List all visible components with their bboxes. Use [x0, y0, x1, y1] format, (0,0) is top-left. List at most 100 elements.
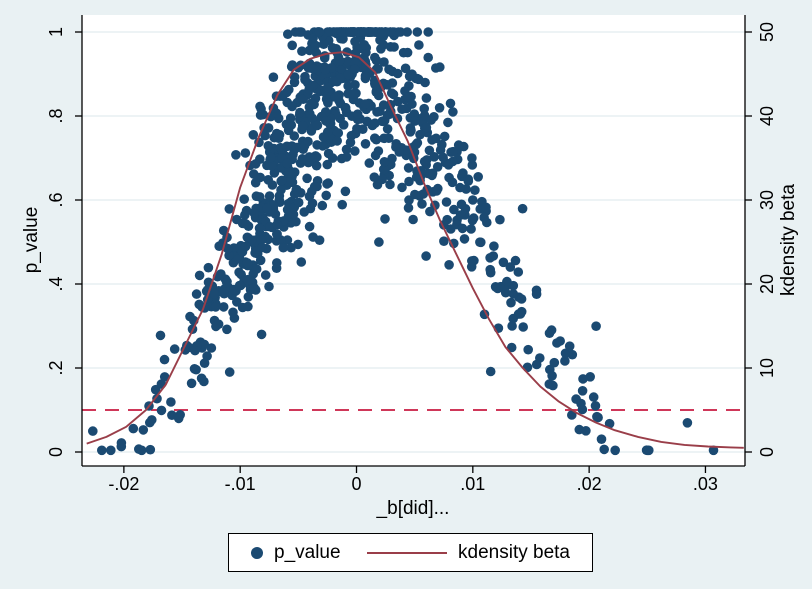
scatter-point	[375, 29, 386, 39]
scatter-point	[581, 426, 591, 436]
scatter-point	[560, 356, 570, 366]
scatter-point	[412, 27, 423, 37]
scatter-point	[249, 169, 259, 179]
scatter-point	[241, 219, 251, 229]
scatter-point	[479, 212, 489, 223]
legend-item-p-value: p_value	[251, 542, 341, 564]
scatter-point	[402, 47, 413, 58]
scatter-point	[169, 344, 180, 354]
scatter-point	[338, 120, 349, 130]
scatter-point	[359, 27, 369, 37]
scatter-point	[467, 215, 478, 226]
scatter-point	[283, 29, 293, 39]
scatter-point	[186, 378, 197, 389]
scatter-point	[318, 39, 329, 49]
scatter-point	[317, 141, 328, 151]
scatter-point	[297, 120, 308, 131]
scatter-point	[358, 124, 368, 134]
scatter-point	[473, 172, 484, 182]
scatter-point	[233, 253, 244, 264]
scatter-point	[303, 136, 313, 147]
scatter-point	[332, 128, 343, 138]
scatter-point	[322, 159, 333, 170]
scatter-point	[276, 185, 286, 195]
scatter-point	[360, 99, 371, 109]
scatter-point	[505, 262, 516, 272]
scatter-point	[211, 321, 221, 332]
scatter-point	[439, 236, 449, 246]
scatter-point	[272, 258, 282, 268]
scatter-point	[448, 146, 458, 157]
scatter-point	[256, 235, 267, 245]
y-right-tick-label: 0	[757, 447, 777, 457]
scatter-point	[241, 205, 252, 216]
y-axis-title-right: kdensity beta	[778, 184, 799, 296]
y-left-tick-label: .4	[46, 276, 66, 291]
scatter-point	[128, 423, 139, 434]
scatter-point	[523, 344, 533, 355]
scatter-point	[97, 445, 107, 456]
scatter-point	[708, 445, 719, 456]
scatter-point	[222, 243, 233, 254]
scatter-point	[88, 426, 98, 436]
scatter-point	[264, 191, 275, 201]
scatter-point	[412, 138, 423, 148]
scatter-point	[531, 285, 542, 296]
scatter-point	[286, 242, 296, 253]
scatter-point	[457, 223, 468, 234]
scatter-point	[402, 92, 413, 102]
scatter-point	[222, 324, 232, 335]
scatter-point	[335, 56, 345, 66]
scatter-point	[268, 72, 279, 82]
legend-label-kdensity: kdensity beta	[458, 541, 570, 563]
scatter-point	[251, 191, 262, 201]
scatter-point	[106, 445, 116, 456]
scatter-point	[185, 311, 195, 322]
scatter-point	[547, 371, 557, 381]
scatter-point	[382, 124, 393, 134]
scatter-point	[421, 251, 431, 261]
scatter-point	[345, 137, 356, 148]
scatter-point	[250, 159, 261, 169]
scatter-point	[210, 302, 221, 312]
scatter-point	[234, 280, 245, 291]
scatter-point	[328, 76, 339, 86]
scatter-point	[385, 106, 396, 116]
scatter-point	[517, 203, 528, 214]
y-left-tick-label: .6	[46, 192, 66, 207]
scatter-point	[218, 302, 229, 312]
scatter-point	[266, 161, 277, 171]
scatter-point	[485, 252, 495, 263]
scatter-point	[377, 116, 388, 127]
scatter-point	[240, 148, 251, 158]
scatter-point	[249, 208, 259, 218]
scatter-point	[421, 93, 432, 103]
scatter-point	[596, 434, 607, 445]
scatter-point	[466, 224, 476, 234]
scatter-point	[343, 56, 353, 67]
scatter-point	[337, 199, 348, 210]
scatter-point	[277, 175, 287, 186]
scatter-point	[407, 99, 417, 109]
scatter-point	[591, 321, 601, 332]
scatter-point	[262, 203, 273, 214]
scatter-point	[510, 255, 521, 266]
y-right-tick-label: 10	[757, 358, 777, 378]
scatter-point	[299, 207, 310, 217]
scatter-point	[445, 98, 456, 109]
scatter-point	[467, 160, 478, 170]
scatter-point	[350, 36, 360, 47]
scatter-point	[403, 203, 414, 213]
scatter-point	[379, 157, 390, 167]
x-tick-label: 0	[351, 474, 361, 494]
scatter-point	[278, 242, 289, 253]
scatter-point	[453, 140, 464, 150]
scatter-point	[350, 80, 360, 90]
scatter-point	[419, 156, 430, 167]
scatter-point	[549, 357, 560, 368]
p-value-marker-icon	[251, 546, 263, 559]
scatter-point	[368, 27, 378, 37]
scatter-point	[370, 118, 380, 128]
scatter-point	[578, 374, 588, 384]
scatter-point	[644, 445, 654, 456]
